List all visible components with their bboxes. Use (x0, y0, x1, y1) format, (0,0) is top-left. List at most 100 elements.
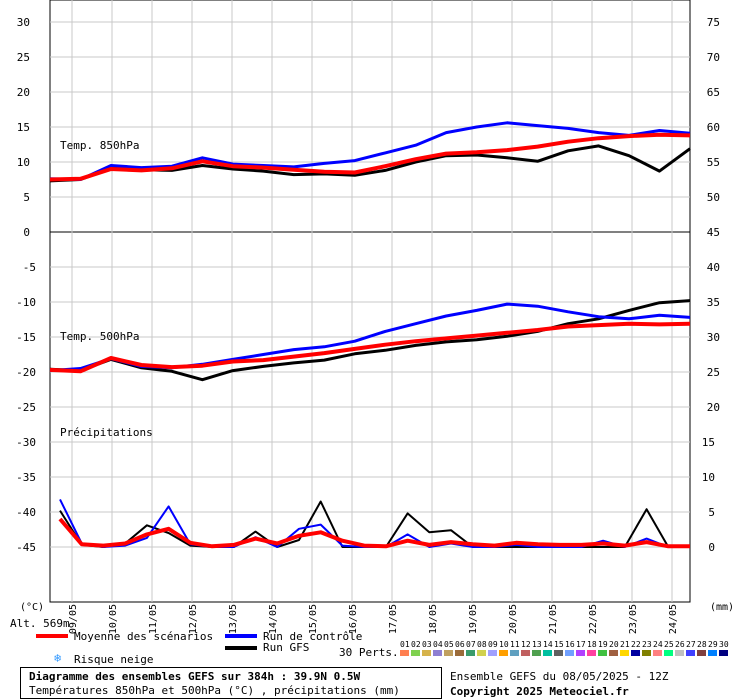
x-tick-label: 16/05 (348, 604, 359, 634)
legend-mean-label: Moyenne des scénarios (74, 630, 214, 643)
pert-number: 14 (543, 640, 553, 649)
pert-number: 16 (565, 640, 575, 649)
pert-number: 24 (653, 640, 663, 649)
pert-swatch (422, 650, 431, 656)
x-tick-label: 24/05 (668, 604, 679, 634)
pert-number: 15 (554, 640, 564, 649)
pert-swatch (554, 650, 563, 656)
panel-precip-label: Précipitations (60, 426, 153, 439)
legend-mean-line (36, 634, 68, 638)
x-tick-label: 14/05 (268, 604, 279, 634)
y-tick-500: -45 (16, 541, 36, 554)
altitude-label: Alt. 569m (10, 617, 70, 630)
y-tick-500: -30 (16, 436, 36, 449)
legend-perts-label: 30 Perts. (339, 646, 399, 659)
series-precip-0 (58, 517, 690, 549)
pert-swatch (532, 650, 541, 656)
panel-500-label: Temp. 500hPa (60, 330, 139, 343)
x-tick-label: 12/05 (188, 604, 199, 634)
pert-number: 27 (686, 640, 696, 649)
pert-number: 12 (521, 640, 531, 649)
x-tick-label: 23/05 (628, 604, 639, 634)
pert-number: 21 (620, 640, 630, 649)
y-tick-500: -40 (16, 506, 36, 519)
x-tick-label: 19/05 (468, 604, 479, 634)
snow-flake-icon: ❄ (54, 651, 62, 665)
pert-swatch (642, 650, 651, 656)
panel-500-frame (49, 231, 691, 603)
pert-number: 07 (466, 640, 476, 649)
pert-swatch (543, 650, 552, 656)
pert-swatch (444, 650, 453, 656)
y2-tick-precip: 15 (702, 436, 715, 449)
pert-swatch (488, 650, 497, 656)
legend-snow-label: Risque neige (74, 653, 154, 666)
pert-number: 01 (400, 640, 410, 649)
legend-control-line (225, 634, 257, 638)
pert-swatch (455, 650, 464, 656)
pert-number: 20 (609, 640, 619, 649)
y2-tick-850: 60 (707, 121, 720, 134)
y2-tick-precip: 5 (708, 506, 715, 519)
series-500-0 (49, 321, 691, 374)
title-box: Diagramme des ensembles GEFS sur 384h : … (20, 667, 442, 699)
x-tick-label: 10/05 (108, 604, 119, 634)
y2-tick-850: 45 (707, 226, 720, 239)
left-unit-label: (°C) (20, 602, 44, 613)
y-tick-500: -15 (16, 331, 36, 344)
x-tick-label: 20/05 (508, 604, 519, 634)
y-tick-500: -20 (16, 366, 36, 379)
pert-swatch (653, 650, 662, 656)
ensemble-run-label: Ensemble GEFS du 08/05/2025 - 12Z (450, 670, 669, 683)
y-tick-850: 25 (17, 51, 30, 64)
pert-swatch (510, 650, 519, 656)
pert-swatch (664, 650, 673, 656)
x-tick-label: 22/05 (588, 604, 599, 634)
x-tick-label: 18/05 (428, 604, 439, 634)
pert-swatch (521, 650, 530, 656)
pert-swatch (631, 650, 640, 656)
y-tick-850: 15 (17, 121, 30, 134)
y2-tick-850: 70 (707, 51, 720, 64)
y2-tick-850: 55 (707, 156, 720, 169)
legend-gfs-label: Run GFS (263, 641, 310, 654)
y2-tick-850: 50 (707, 191, 720, 204)
pert-number: 09 (488, 640, 498, 649)
pert-number: 17 (576, 640, 586, 649)
pert-swatch (411, 650, 420, 656)
y-tick-850: 10 (17, 156, 30, 169)
series-850-0 (49, 132, 691, 182)
x-tick-label: 09/05 (68, 604, 79, 634)
pert-swatch (598, 650, 607, 656)
pert-swatch (675, 650, 684, 656)
pert-number: 13 (532, 640, 542, 649)
pert-number: 03 (422, 640, 432, 649)
y-tick-500: -5 (23, 261, 36, 274)
x-tick-label: 21/05 (548, 604, 559, 634)
y-tick-850: 0 (23, 226, 30, 239)
pert-swatch (400, 650, 409, 656)
y-tick-850: 5 (23, 191, 30, 204)
pert-number: 28 (697, 640, 707, 649)
pert-number: 30 (719, 640, 729, 649)
pert-number: 25 (664, 640, 674, 649)
y-tick-500: -25 (16, 401, 36, 414)
pert-swatch (609, 650, 618, 656)
series-850-1 (49, 121, 691, 181)
pert-swatch (466, 650, 475, 656)
pert-number: 05 (444, 640, 454, 649)
y2-tick-precip: 0 (708, 541, 715, 554)
y-tick-500: -35 (16, 471, 36, 484)
y2-tick-850: 75 (707, 16, 720, 29)
pert-swatch (708, 650, 717, 656)
pert-number: 08 (477, 640, 487, 649)
y-tick-850: 30 (17, 16, 30, 29)
pert-swatch (565, 650, 574, 656)
pert-number: 02 (411, 640, 421, 649)
x-tick-label: 11/05 (148, 604, 159, 634)
copyright-label: Copyright 2025 Meteociel.fr (450, 685, 629, 698)
y-tick-850: 20 (17, 86, 30, 99)
pert-swatch (477, 650, 486, 656)
y2-tick-500: 20 (707, 401, 720, 414)
